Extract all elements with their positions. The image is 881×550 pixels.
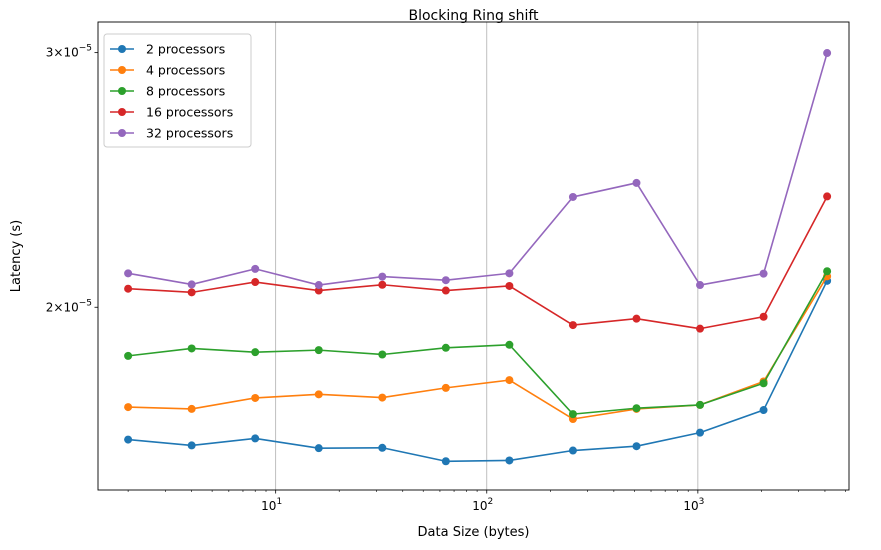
data-point [696, 428, 705, 437]
y-axis-label: Latency (s) [9, 220, 24, 292]
series-5 [124, 49, 832, 290]
data-point [441, 343, 450, 352]
chart-title: Blocking Ring shift [408, 8, 539, 24]
data-point [378, 443, 387, 452]
legend-swatch-marker [118, 108, 126, 116]
legend-label: 4 processors [146, 63, 225, 78]
data-point [187, 441, 196, 450]
legend-label: 2 processors [146, 42, 225, 57]
data-point [251, 348, 260, 357]
data-point [378, 350, 387, 359]
legend-frame [103, 33, 252, 148]
data-point [759, 406, 768, 415]
legend-swatch-marker [118, 45, 126, 53]
data-point [505, 269, 514, 278]
x-tick-label: 103 [683, 497, 704, 513]
data-point [823, 49, 832, 58]
data-point [759, 379, 768, 388]
series-3 [124, 267, 832, 419]
data-point [314, 444, 323, 453]
data-point [632, 442, 641, 451]
series-4 [124, 192, 832, 333]
data-point [251, 393, 260, 402]
data-point [568, 192, 577, 201]
data-point [759, 312, 768, 321]
x-tick-label: 102 [472, 497, 493, 513]
data-point [505, 340, 514, 349]
data-point [568, 321, 577, 330]
data-point [187, 404, 196, 413]
data-point [124, 435, 133, 444]
legend: 2 processors 4 processors 8 processors 16 p… [103, 33, 252, 148]
data-point [187, 280, 196, 289]
data-point [378, 280, 387, 289]
data-point [696, 324, 705, 333]
legend-label: 16 processors [146, 105, 233, 120]
legend-label: 32 processors [146, 126, 233, 141]
data-point [823, 192, 832, 201]
x-axis-label: Data Size (bytes) [418, 525, 530, 540]
series-line [128, 270, 828, 415]
data-point [441, 383, 450, 392]
data-point [187, 344, 196, 353]
data-point [568, 446, 577, 455]
y-tick-label: 3×10−5 [46, 44, 92, 60]
x-tick-label: 101 [261, 497, 282, 513]
data-point [124, 351, 133, 360]
data-point [251, 264, 260, 273]
series-line [128, 280, 828, 463]
legend-swatch-marker [118, 129, 126, 137]
legend-label: 8 processors [146, 84, 225, 99]
data-point [251, 278, 260, 287]
legend-swatch-marker [118, 87, 126, 95]
data-point [378, 393, 387, 402]
series-1 [124, 276, 832, 466]
data-point [124, 403, 133, 412]
data-point [314, 390, 323, 399]
data-point [378, 272, 387, 281]
data-point [632, 404, 641, 413]
tick-layer: 101 102 103 2×10−5 3×10−5 [46, 44, 846, 513]
data-point [251, 434, 260, 443]
data-point [632, 314, 641, 323]
data-point [314, 346, 323, 355]
data-point [505, 376, 514, 385]
data-point [314, 286, 323, 295]
data-point [568, 410, 577, 419]
legend-swatch-marker [118, 66, 126, 74]
grid-layer [275, 22, 699, 490]
series-line [127, 52, 828, 286]
data-point [696, 400, 705, 409]
data-point [505, 456, 514, 465]
data-point [124, 269, 133, 278]
y-tick-label: 2×10−5 [46, 298, 92, 314]
data-point [187, 288, 196, 297]
data-point [759, 269, 768, 278]
data-point [696, 281, 705, 290]
data-point [441, 276, 450, 285]
data-point [441, 457, 450, 466]
series-line [128, 196, 828, 330]
data-point [505, 281, 514, 290]
data-point [632, 178, 641, 187]
data-point [823, 267, 832, 276]
data-point [314, 281, 323, 290]
plot-frame [97, 21, 850, 491]
data-point [124, 284, 133, 293]
data-point [441, 286, 450, 295]
series-layer [124, 49, 832, 466]
